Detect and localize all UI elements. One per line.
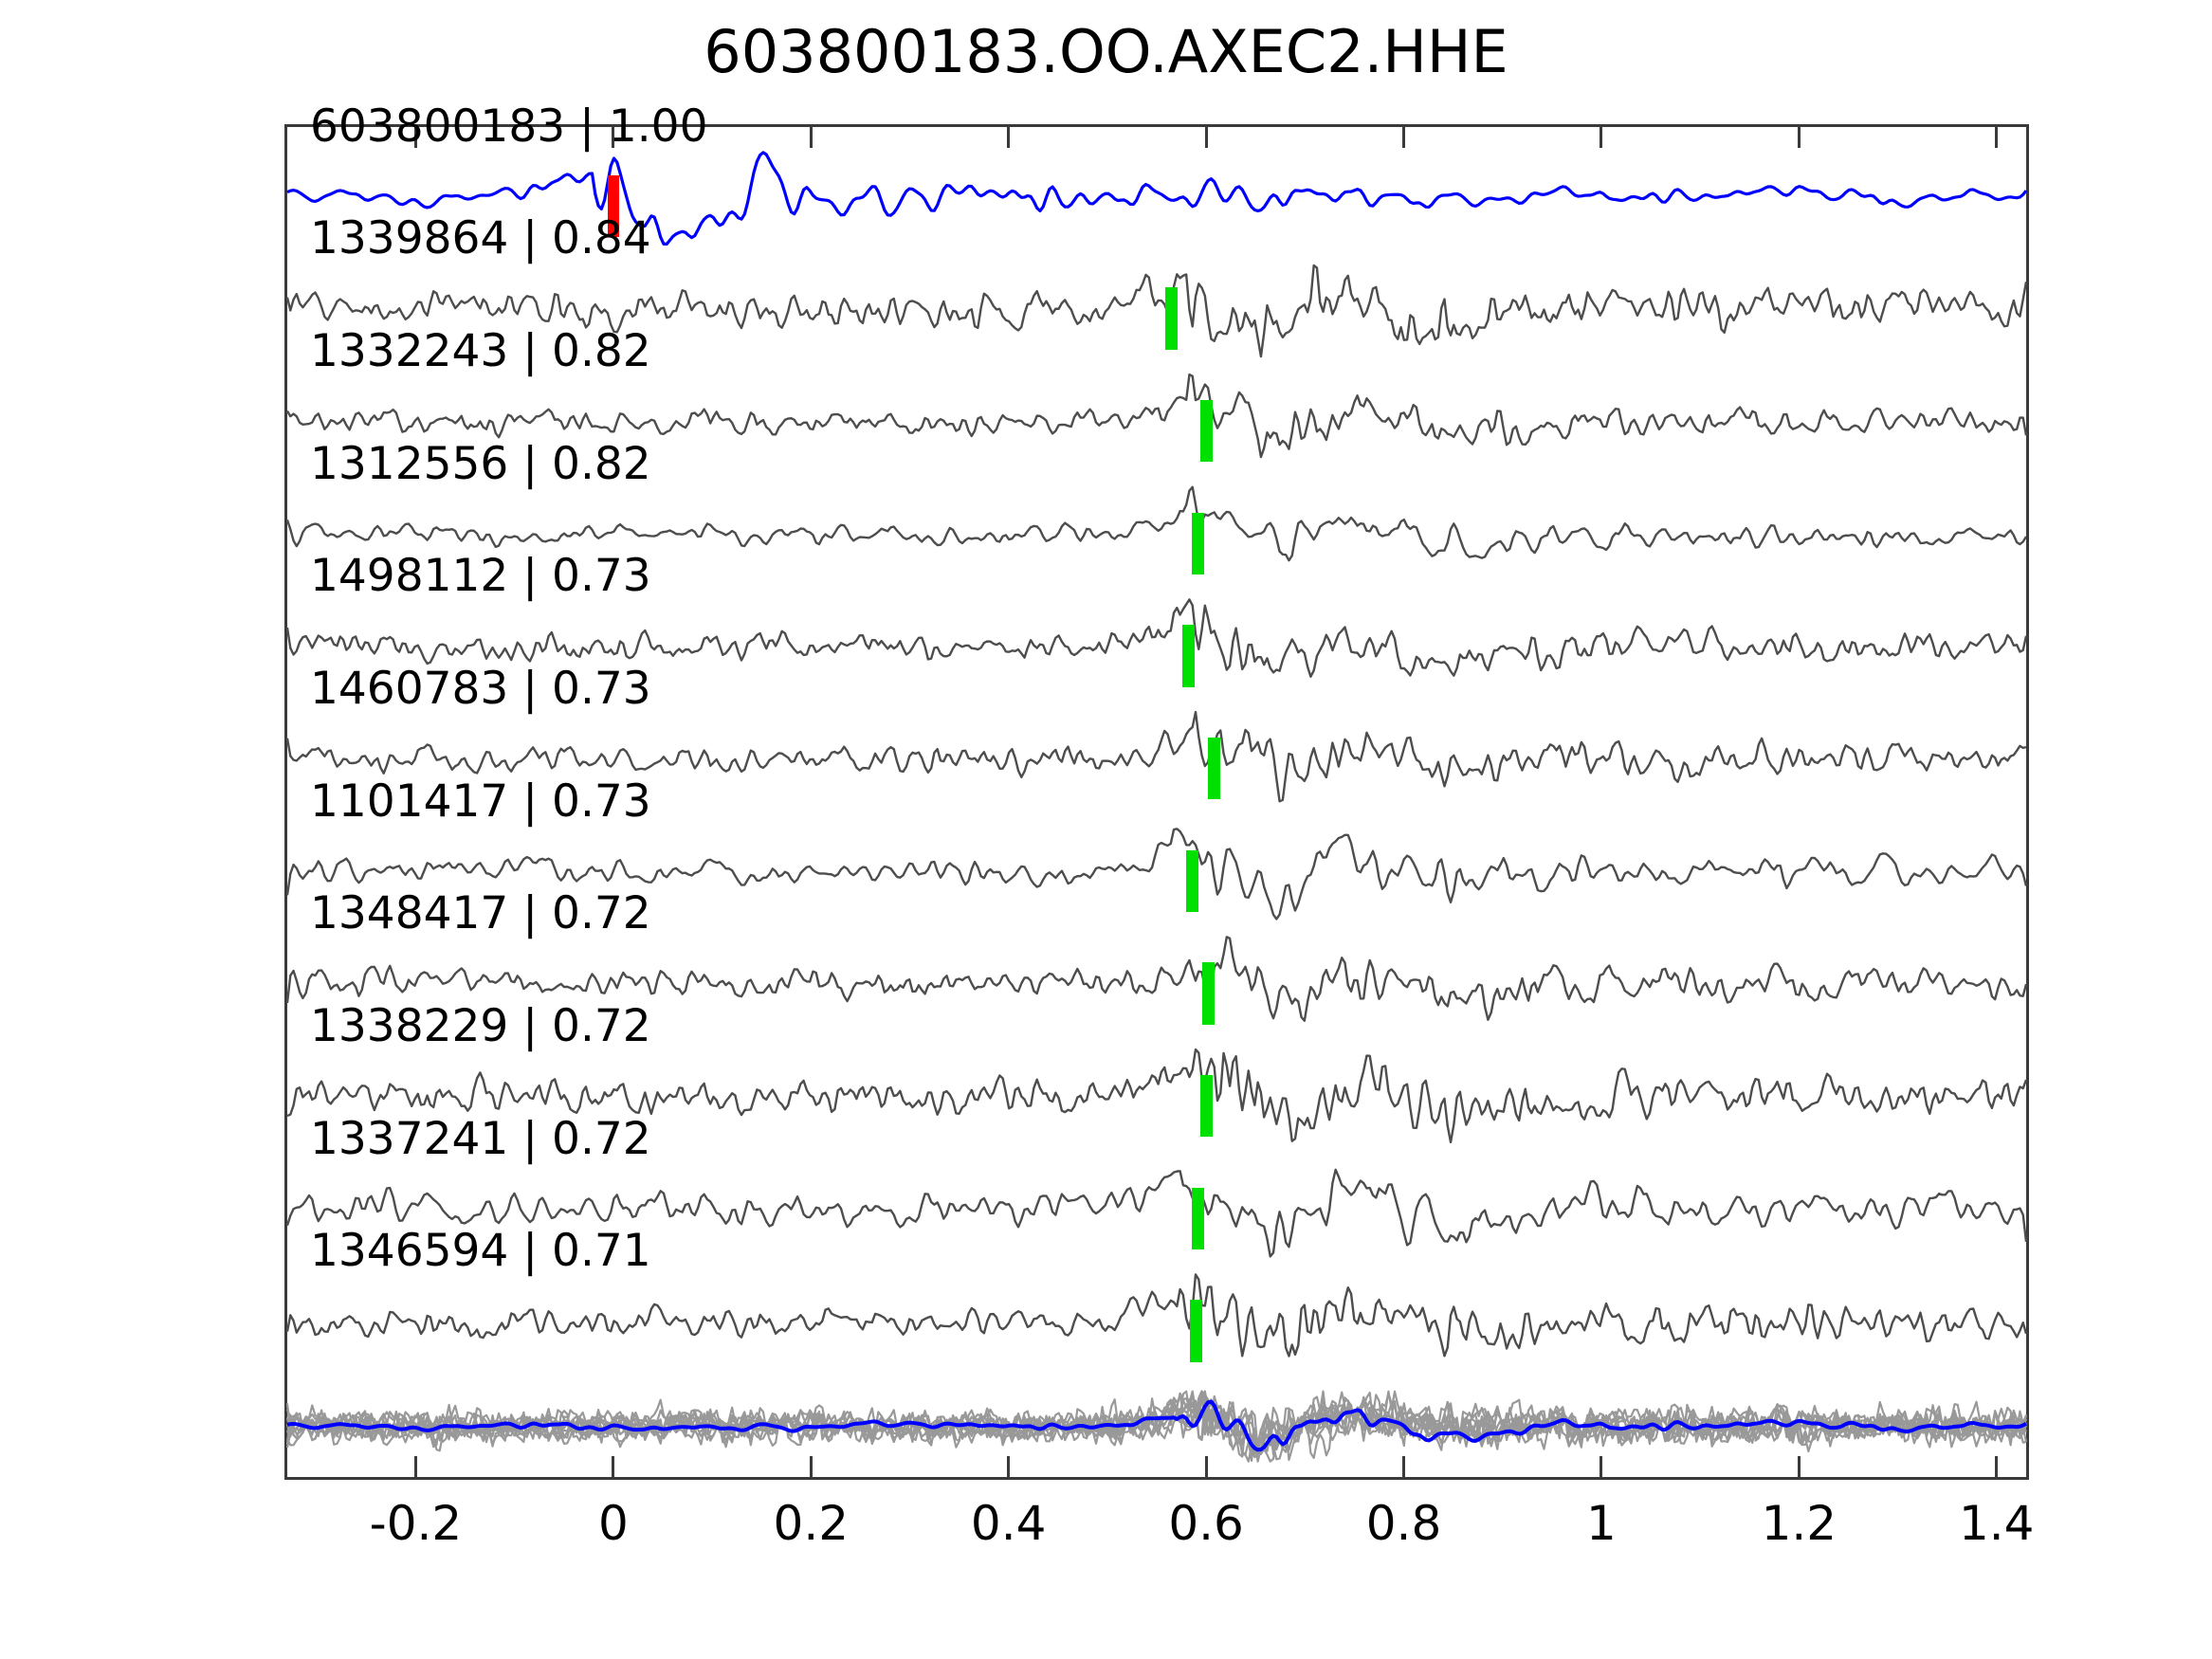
x-tick-top <box>1797 127 1801 148</box>
plot-area <box>284 124 2029 1480</box>
detection-pick-marker <box>1207 738 1220 800</box>
waveform-trace <box>285 264 2028 358</box>
x-tick-top <box>1204 127 1208 148</box>
x-tick-label: -0.2 <box>369 1496 463 1551</box>
waveform-traces <box>285 151 2028 1463</box>
x-tick-label: 0.6 <box>1168 1496 1244 1551</box>
x-tick-top <box>413 127 417 148</box>
waveform-trace <box>286 151 2028 246</box>
x-tick-label: 0 <box>597 1496 629 1551</box>
stacked-template-overlay <box>286 1399 2028 1452</box>
x-tick-label: 1 <box>1586 1496 1617 1551</box>
x-tick-bottom <box>413 1456 417 1477</box>
x-tick-label: 0.2 <box>773 1496 850 1551</box>
x-tick-bottom <box>1995 1456 1999 1477</box>
waveform-trace <box>285 710 2027 803</box>
x-tick-bottom <box>1007 1456 1011 1477</box>
detection-pick-marker <box>1199 400 1213 463</box>
x-tick-bottom <box>1204 1456 1208 1477</box>
x-tick-label: 0.4 <box>970 1496 1047 1551</box>
waveform-trace <box>285 1273 2028 1358</box>
detection-pick-marker <box>1201 962 1215 1025</box>
waveform-trace <box>285 485 2028 562</box>
x-tick-bottom <box>1402 1456 1405 1477</box>
waveform-trace <box>285 1168 2028 1258</box>
x-tick-label: 0.8 <box>1365 1496 1442 1551</box>
page-title: 603800183.OO.AXEC2.HHE <box>704 17 1508 86</box>
x-tick-bottom <box>612 1456 615 1477</box>
detection-pick-marker <box>1165 287 1179 350</box>
waveform-trace <box>285 828 2028 921</box>
detection-pick-marker <box>1186 849 1198 912</box>
waveform-trace <box>285 373 2028 459</box>
x-tick-bottom <box>1797 1456 1801 1477</box>
detection-pick-marker <box>1190 1300 1203 1362</box>
detection-pick-marker <box>1192 1187 1205 1249</box>
detection-pick-marker <box>1199 1075 1213 1138</box>
stacked-grey-trace <box>286 1390 2028 1463</box>
x-tick-label: 1.2 <box>1761 1496 1837 1551</box>
x-tick-bottom <box>809 1456 813 1477</box>
detection-pick-marker <box>1181 625 1195 687</box>
x-tick-top <box>809 127 813 148</box>
waveform-trace <box>285 936 2028 1022</box>
waveform-trace <box>286 1048 2028 1144</box>
x-tick-top <box>612 127 615 148</box>
x-tick-top <box>1600 127 1603 148</box>
x-tick-bottom <box>1600 1456 1603 1477</box>
detection-pick-marker <box>1192 512 1205 574</box>
template-pick-marker <box>607 174 619 237</box>
waveform-trace <box>285 598 2028 678</box>
x-tick-top <box>1007 127 1011 148</box>
x-tick-label: 1.4 <box>1958 1496 2035 1551</box>
x-tick-top <box>1995 127 1999 148</box>
x-tick-top <box>1402 127 1405 148</box>
